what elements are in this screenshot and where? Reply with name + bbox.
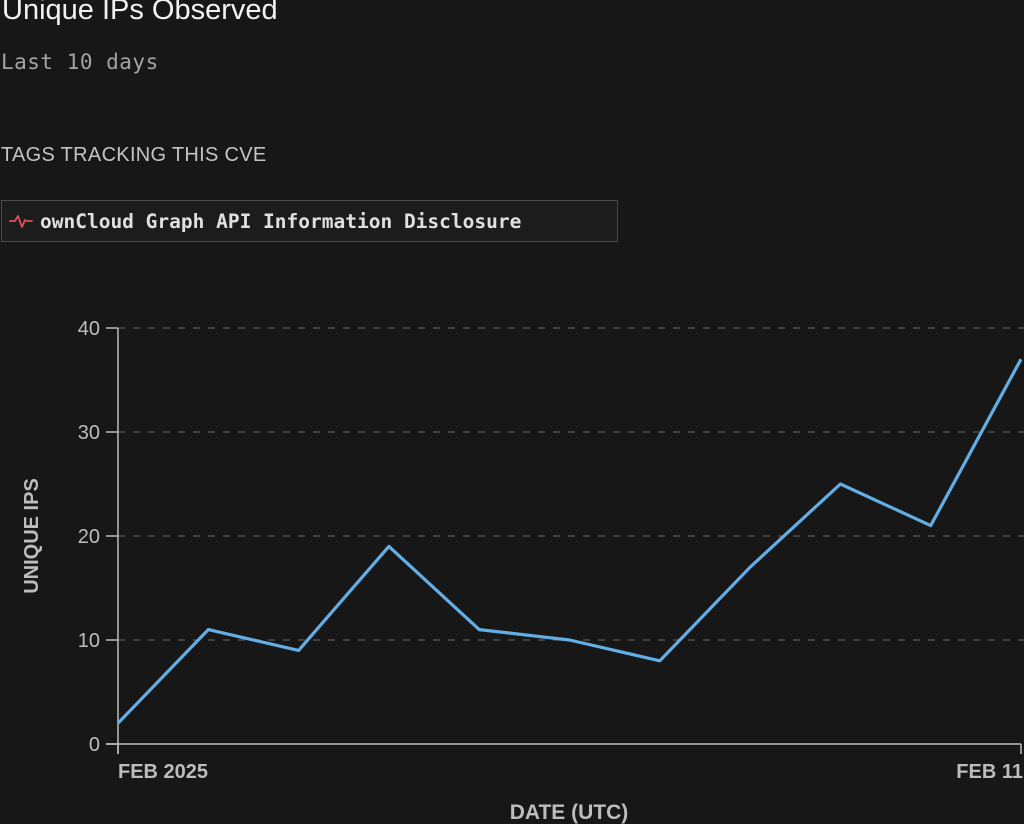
chart-gridlines bbox=[118, 327, 1024, 641]
tag-label: ownCloud Graph API Information Disclosur… bbox=[40, 209, 522, 233]
y-tick-label: 20 bbox=[78, 526, 100, 548]
y-axis-label: UNIQUE IPS bbox=[21, 478, 43, 594]
x-axis-label: DATE (UTC) bbox=[510, 801, 629, 824]
y-tick-label: 10 bbox=[78, 630, 100, 652]
x-tick-label: FEB 11 bbox=[956, 761, 1023, 783]
activity-pulse-icon bbox=[9, 212, 33, 230]
x-axis: FEB 2025 FEB 11 bbox=[106, 743, 1023, 783]
x-tick-label: FEB 2025 bbox=[118, 761, 208, 783]
tags-section-heading: TAGS TRACKING THIS CVE bbox=[1, 144, 267, 166]
y-tick-label: 40 bbox=[78, 318, 100, 340]
tag-chip[interactable]: ownCloud Graph API Information Disclosur… bbox=[1, 200, 618, 242]
y-axis: 0 10 20 30 40 bbox=[78, 318, 119, 756]
series-line-unique-ips bbox=[116, 358, 1023, 725]
chart-subtitle: Last 10 days bbox=[1, 50, 159, 74]
y-tick-label: 30 bbox=[78, 422, 100, 444]
y-tick-label: 0 bbox=[89, 734, 100, 756]
chart-title: Unique IPs Observed bbox=[2, 0, 278, 26]
